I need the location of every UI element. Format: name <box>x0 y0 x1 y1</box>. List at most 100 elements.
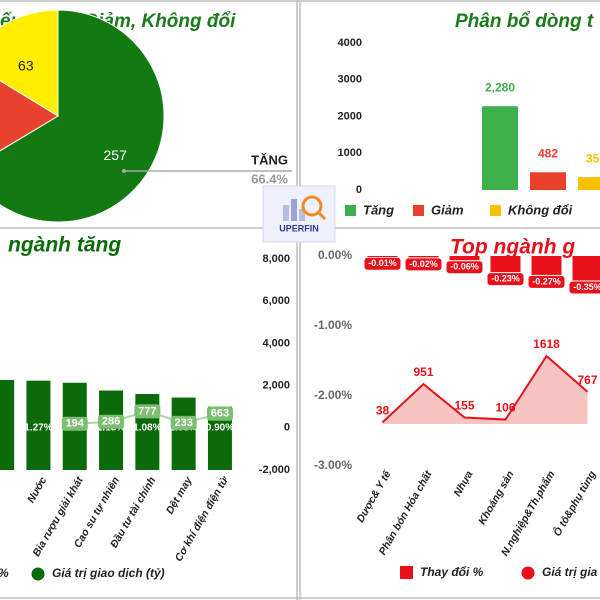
x-tick-label: Dược& Y tế <box>354 468 394 525</box>
point-label: 286 <box>102 416 120 428</box>
y-tick-label: 0 <box>356 184 362 196</box>
bar-label: 1.27% <box>24 423 52 434</box>
chart-title: Phân bổ dòng t <box>455 11 594 32</box>
bar <box>572 256 600 281</box>
pie-slice <box>0 80 59 152</box>
panel-bar: Phân bổ dòng t 0 1000 2000 3000 4000 2,280 482 3… <box>338 11 600 217</box>
point-label-box <box>170 415 197 430</box>
legend-label: Không đổi <box>508 202 573 217</box>
x-tick-label: Dệt may <box>164 474 195 516</box>
y-tick-label: 3000 <box>338 74 362 86</box>
bar <box>578 177 600 190</box>
logo-icon <box>299 209 305 221</box>
y-tick-label: -3.00% <box>314 458 352 472</box>
point-label-box <box>98 414 125 429</box>
bar <box>531 256 562 275</box>
bar-label-box <box>446 261 483 274</box>
x-tick-label: Khoáng sản <box>476 469 516 527</box>
y2-tick-label: 8,000 <box>262 253 290 265</box>
x-tick-label: Nước <box>25 475 49 505</box>
bar-label: -0.35% <box>573 282 600 292</box>
point-label: 777 <box>138 405 156 417</box>
point-label: 233 <box>174 417 192 429</box>
logo-icon <box>283 205 289 221</box>
bar-label-box <box>528 275 565 288</box>
point-label: 155 <box>454 399 474 413</box>
annotation: TĂNG <box>251 152 288 167</box>
bar <box>449 256 480 261</box>
bar-label: -0.23% <box>491 273 520 283</box>
bar-label: -0.01% <box>368 258 397 268</box>
logo-text: UPERFIN <box>279 223 319 233</box>
y2-tick-label: 0 <box>284 422 290 434</box>
bar-label: -0.02% <box>409 259 438 269</box>
bar <box>482 106 518 190</box>
point-label: 1618 <box>533 337 560 351</box>
line <box>381 354 589 424</box>
legend-swatch <box>400 566 413 579</box>
legend-swatch <box>345 205 356 216</box>
y-tick-label: 0.00% <box>318 248 352 262</box>
logo-icon <box>301 195 323 217</box>
bar <box>99 390 124 470</box>
point-label-box <box>206 406 233 421</box>
point-label: 767 <box>577 373 597 387</box>
legend-swatch <box>521 566 535 580</box>
x-tick-label: Ô tô&phụ tùng <box>551 468 599 539</box>
legend-label: Thay đổi % <box>420 565 484 579</box>
legend-label: % <box>0 566 9 580</box>
logo-box <box>262 185 336 243</box>
bar <box>367 256 398 257</box>
legend-label: Giá trị gia <box>542 565 598 579</box>
bar-label-box <box>569 281 600 294</box>
pie-slice <box>0 9 59 117</box>
logo: UPERFIN <box>262 185 336 243</box>
bar-label-box <box>364 257 401 270</box>
bar-label: -0.27% <box>532 276 561 286</box>
bar <box>26 380 51 470</box>
y-tick-label: -2.00% <box>314 388 352 402</box>
legend-swatch <box>490 205 501 216</box>
bar <box>530 172 566 190</box>
point-label-box <box>134 404 161 419</box>
bar <box>0 379 15 470</box>
bar <box>490 256 521 273</box>
y2-tick-label: 2,000 <box>262 380 290 392</box>
bar <box>171 397 196 470</box>
point-label: 663 <box>211 408 229 420</box>
chart-title: ngành tăng <box>8 234 121 257</box>
bar <box>408 256 439 258</box>
point-label: 38 <box>376 404 390 418</box>
y-tick-label: 4000 <box>338 37 362 49</box>
x-tick-label: Nhựa <box>451 469 475 499</box>
bar-label: 1.08% <box>133 423 161 434</box>
legend-label: Giảm <box>431 202 464 217</box>
pie-slice <box>0 9 165 223</box>
logo-icon <box>291 199 297 221</box>
point-label: 194 <box>66 418 85 430</box>
y2-tick-label: 4,000 <box>262 337 290 349</box>
bar-label: 482 <box>538 146 558 160</box>
legend-label: Giá trị giao dịch (tỷ) <box>52 566 165 580</box>
legend-label: Tăng <box>363 202 394 217</box>
legend-swatch <box>31 567 45 581</box>
bar-label: 350 <box>586 151 600 165</box>
leader-dot <box>122 169 126 173</box>
y-tick-label: -1.00% <box>314 318 352 332</box>
bar-label: 2,280 <box>485 80 515 94</box>
y2-tick-label: 6,000 <box>262 295 290 307</box>
chart-title: Top ngành g <box>450 236 575 259</box>
y2-tick-label: -2,000 <box>259 464 290 476</box>
legend-swatch <box>413 205 424 216</box>
point-label: 951 <box>413 365 433 379</box>
bar-label: 0.90% <box>206 423 234 434</box>
y-tick-label: 1000 <box>338 147 362 159</box>
point-label-box <box>61 416 88 431</box>
logo-icon <box>316 210 327 221</box>
bar-label: -0.06% <box>450 262 479 272</box>
annotation: 66.4% <box>251 171 288 186</box>
panel-top-down: Top ngành g 0.00% -1.00% -2.00% -3.00% -0.01%… <box>314 236 600 580</box>
